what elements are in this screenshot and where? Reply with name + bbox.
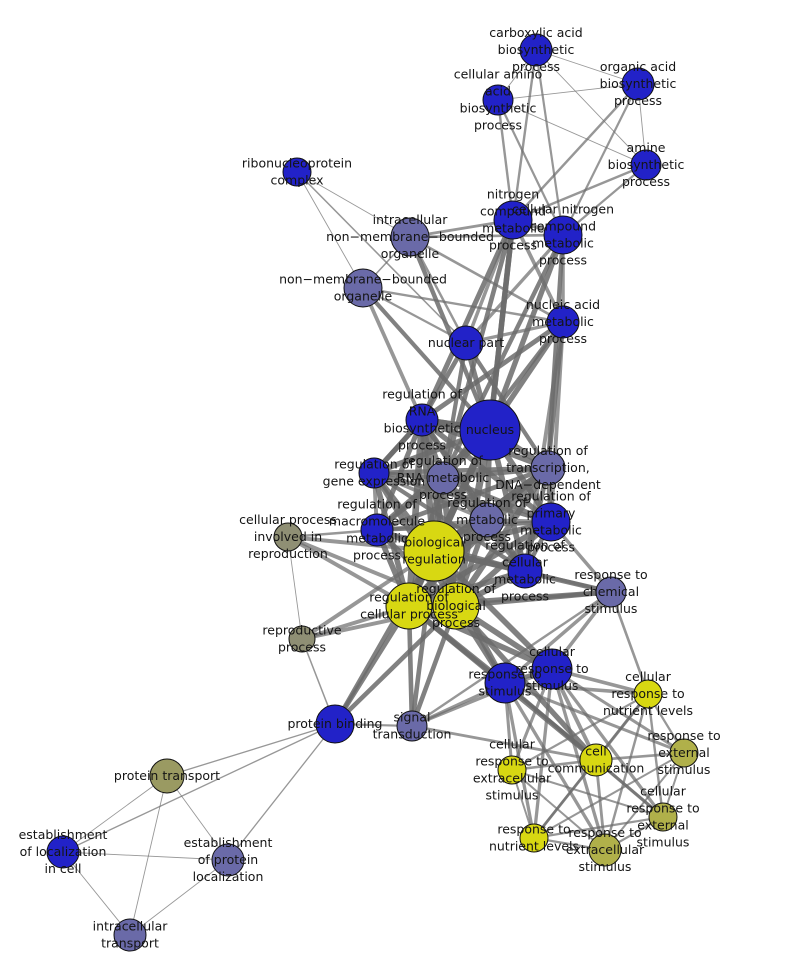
graph-edge — [406, 603, 555, 672]
nodes-layer[interactable] — [46, 33, 699, 952]
graph-node[interactable] — [360, 513, 394, 547]
graph-node[interactable] — [273, 522, 303, 552]
graph-node[interactable] — [493, 200, 533, 240]
graph-edge — [464, 233, 565, 345]
graph-edge — [410, 667, 554, 728]
graph-node[interactable] — [403, 520, 465, 582]
graph-edge — [561, 82, 640, 237]
graph-node[interactable] — [459, 399, 521, 461]
graph-edge — [550, 667, 607, 852]
graph-node[interactable] — [482, 84, 514, 116]
graph-edge — [361, 286, 424, 422]
graph-edge — [511, 769, 664, 818]
graph-edge — [511, 48, 538, 222]
graph-node[interactable] — [282, 157, 312, 187]
graph-edge — [511, 769, 606, 851]
graph-node[interactable] — [288, 625, 316, 653]
graph-edge — [487, 217, 516, 433]
graph-edge — [609, 590, 650, 696]
graph-edge — [129, 775, 168, 936]
graph-edge — [532, 758, 598, 840]
graph-node[interactable] — [343, 268, 383, 308]
graph-edge — [410, 724, 598, 762]
graph-node[interactable] — [448, 325, 484, 361]
graph-node[interactable] — [519, 823, 549, 853]
graph-node[interactable] — [385, 582, 433, 630]
graph-node[interactable] — [46, 835, 80, 869]
graph-node[interactable] — [621, 67, 655, 101]
graph-edge — [408, 235, 565, 324]
graph-edge — [603, 692, 650, 852]
graph-node[interactable] — [469, 502, 505, 538]
graph-node[interactable] — [595, 576, 627, 608]
graph-edge — [405, 416, 426, 610]
graph-node[interactable] — [531, 648, 573, 690]
graph-edge — [511, 82, 640, 222]
graph-edge — [296, 171, 364, 289]
graph-node[interactable] — [149, 758, 185, 794]
graph-node[interactable] — [669, 738, 699, 768]
graph-edge — [496, 98, 515, 222]
graph-node[interactable] — [648, 802, 678, 832]
graph-edge — [287, 536, 303, 640]
graph-node[interactable] — [530, 450, 566, 486]
graph-edge — [372, 471, 489, 522]
graph-edge — [332, 603, 459, 727]
graph-node[interactable] — [315, 704, 355, 744]
graph-edge — [496, 98, 565, 237]
graph-node[interactable] — [630, 149, 662, 181]
graph-node[interactable] — [426, 461, 460, 495]
graph-node[interactable] — [531, 502, 571, 542]
graph-node[interactable] — [579, 743, 613, 777]
graph-edge — [534, 48, 565, 237]
graph-node[interactable] — [390, 217, 430, 257]
graph-node[interactable] — [497, 755, 527, 785]
graph-edge — [227, 723, 336, 861]
graph-node[interactable] — [519, 33, 553, 67]
graph-edge — [360, 285, 493, 433]
graph-edge — [129, 859, 229, 936]
graph-node[interactable] — [633, 679, 663, 709]
graph-node[interactable] — [432, 582, 480, 630]
graph-edge — [535, 49, 639, 85]
graph-edge — [410, 590, 613, 728]
graph-edge — [419, 217, 516, 423]
graph-edge — [535, 49, 647, 166]
graph-edge — [62, 723, 336, 853]
graph-node[interactable] — [588, 833, 622, 867]
graph-edge — [532, 815, 665, 840]
graph-edge — [511, 163, 648, 222]
graph-edge — [371, 470, 554, 525]
graph-node[interactable] — [507, 553, 543, 589]
graph-node[interactable] — [546, 305, 580, 339]
edges-layer — [62, 48, 686, 936]
graph-edge — [408, 233, 565, 239]
graph-node[interactable] — [396, 710, 428, 742]
graph-edge — [549, 320, 565, 524]
graph-edge — [503, 590, 613, 685]
graph-edge — [497, 99, 647, 166]
graph-node[interactable] — [405, 403, 439, 437]
graph-node[interactable] — [113, 918, 147, 952]
graph-edge — [62, 851, 229, 861]
graph-edge — [503, 681, 607, 852]
graph-edge — [62, 851, 131, 936]
graph-edge — [62, 775, 168, 853]
graph-edge — [166, 723, 336, 777]
graph-edge — [296, 171, 411, 238]
graph-edge — [503, 681, 650, 696]
graph-edge — [533, 752, 685, 839]
graph-edge — [371, 465, 551, 476]
graph-edge — [296, 171, 467, 344]
graph-node[interactable] — [211, 843, 245, 877]
graph-edge — [510, 692, 650, 772]
graph-node[interactable] — [484, 662, 526, 704]
graph-node[interactable] — [543, 215, 583, 255]
graph-node[interactable] — [358, 457, 390, 489]
graph-edge — [419, 319, 566, 423]
graph-edge — [361, 286, 565, 324]
graph-edge — [497, 83, 639, 101]
